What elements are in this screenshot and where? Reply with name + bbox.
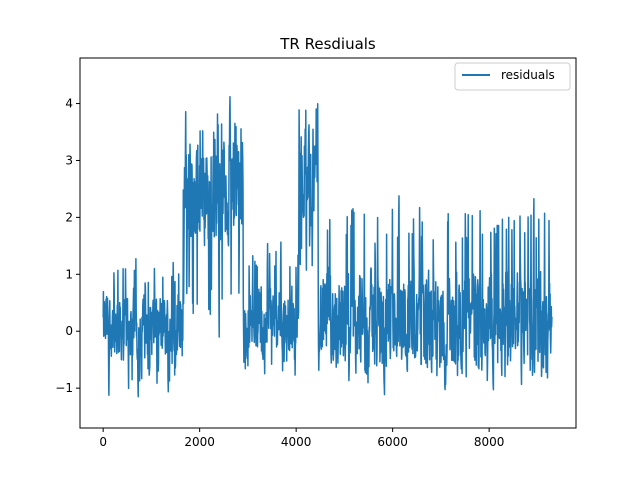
x-tick-label: 2000 [184,435,215,449]
x-tick-label: 6000 [377,435,408,449]
y-tick-label: −1 [55,381,73,395]
x-tick-label: 8000 [474,435,505,449]
plot-frame [79,57,577,429]
chart-title: TR Resdiuals [279,35,376,53]
x-axis: 0 2000 4000 6000 8000 [99,428,504,449]
legend: residuals [454,62,571,91]
series-line-residuals [102,95,553,398]
x-tick-label: 4000 [281,435,312,449]
x-tick-label: 0 [99,435,107,449]
y-tick-label: 0 [65,324,73,338]
y-tick-label: 1 [65,267,73,281]
legend-box [454,62,571,91]
y-axis: −1 0 1 2 3 4 [55,97,80,395]
series-layer [102,95,553,398]
y-tick-label: 2 [65,210,73,224]
y-tick-label: 3 [65,153,73,167]
legend-label-residuals: residuals [501,68,555,82]
y-tick-label: 4 [65,97,73,111]
